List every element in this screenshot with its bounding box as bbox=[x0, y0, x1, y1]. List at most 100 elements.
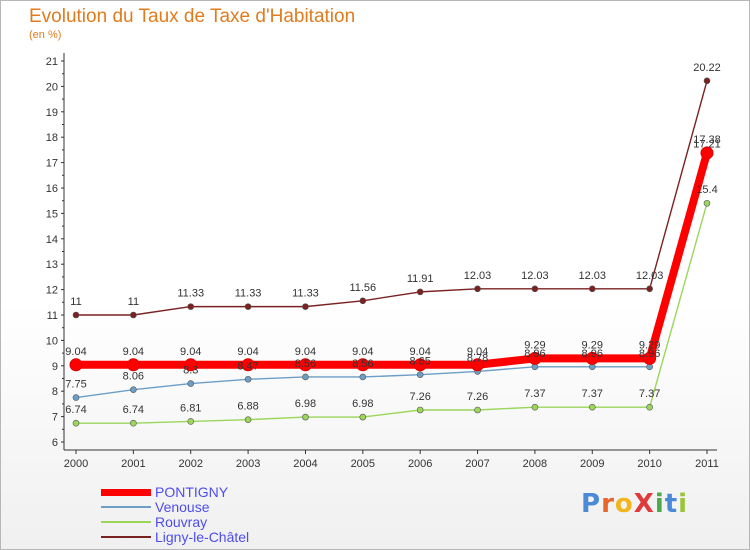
y-tick-label: 13 bbox=[46, 259, 58, 271]
x-tick-label: 2001 bbox=[121, 458, 145, 470]
series-layer bbox=[69, 77, 714, 427]
data-point bbox=[244, 375, 252, 383]
data-point bbox=[474, 285, 481, 293]
data-point bbox=[703, 77, 711, 85]
data-label: 15.4 bbox=[696, 184, 717, 196]
y-tick-label: 12 bbox=[46, 285, 58, 297]
data-point bbox=[356, 358, 370, 372]
series-line-rouvray bbox=[76, 203, 708, 424]
y-tick-label: 14 bbox=[46, 234, 58, 246]
data-point bbox=[126, 358, 140, 372]
data-label: 8.78 bbox=[467, 352, 488, 364]
y-tick-label: 19 bbox=[46, 107, 58, 119]
y-tick-label: 11 bbox=[47, 310, 58, 322]
x-tick-label: 2003 bbox=[236, 458, 260, 470]
data-label: 9.29 bbox=[582, 339, 603, 351]
data-point bbox=[130, 386, 137, 393]
x-tick-label: 2000 bbox=[64, 458, 88, 470]
series-line-ligny-le-ch-tel bbox=[76, 80, 708, 316]
data-label: 6.81 bbox=[180, 402, 201, 414]
data-point bbox=[69, 358, 83, 372]
data-point bbox=[416, 371, 424, 378]
y-tick-label: 9 bbox=[52, 361, 58, 373]
data-label: 11.91 bbox=[407, 273, 434, 285]
x-tick-label: 2007 bbox=[465, 458, 489, 470]
x-tick-label: 2004 bbox=[293, 458, 317, 470]
data-point bbox=[72, 419, 80, 427]
series-line-venouse bbox=[75, 157, 708, 399]
legend-label-venouse: Venouse bbox=[155, 499, 210, 515]
data-label: 8.96 bbox=[582, 348, 603, 360]
data-label: 9.04 bbox=[467, 346, 488, 358]
data-point bbox=[302, 303, 309, 310]
data-label: 7.37 bbox=[582, 388, 603, 400]
data-point bbox=[244, 416, 252, 423]
legend-label-ligny: Ligny-le-Châtel bbox=[155, 529, 250, 545]
data-labels-layer: 11 11 11.33 11.33 11.33 11.56 11.91 12.03 12.03 1… bbox=[65, 62, 720, 416]
data-label: 11.33 bbox=[235, 288, 262, 300]
legend-swatch-ligny bbox=[101, 536, 151, 538]
legend-swatch-venouse bbox=[101, 506, 151, 508]
data-point bbox=[643, 351, 657, 365]
data-point bbox=[130, 311, 137, 319]
legend-swatch-pontigny bbox=[101, 489, 151, 496]
data-label: 9.29 bbox=[524, 339, 545, 351]
data-label: 8.96 bbox=[524, 348, 545, 360]
x-tick-label: 2006 bbox=[408, 458, 432, 470]
data-point bbox=[646, 403, 653, 411]
data-point bbox=[474, 406, 481, 414]
data-point bbox=[588, 403, 596, 411]
data-label: 8.56 bbox=[352, 358, 373, 370]
data-label: 11.56 bbox=[349, 282, 376, 294]
data-point bbox=[585, 351, 599, 365]
data-point bbox=[359, 373, 367, 381]
data-point bbox=[588, 285, 596, 293]
y-tick-label: 17 bbox=[46, 158, 58, 170]
data-label: 8.06 bbox=[123, 371, 144, 383]
proxiti-logo: ProXiti bbox=[581, 489, 689, 519]
data-label: 9.04 bbox=[237, 346, 258, 358]
data-point bbox=[700, 146, 714, 160]
legend-label-rouvray: Rouvray bbox=[155, 514, 208, 530]
x-tick-label: 2009 bbox=[580, 458, 604, 470]
y-tick-label: 7 bbox=[52, 412, 58, 424]
y-tick-label: 15 bbox=[46, 208, 58, 220]
data-point bbox=[646, 285, 653, 293]
data-label: 9.04 bbox=[123, 346, 144, 358]
data-label: 17.21 bbox=[693, 138, 721, 150]
data-point bbox=[298, 358, 312, 372]
data-label: 8.3 bbox=[183, 365, 198, 377]
x-tick-label: 2010 bbox=[637, 458, 661, 470]
data-label: 9.29 bbox=[639, 339, 660, 351]
data-label: 9.04 bbox=[65, 346, 86, 358]
data-label: 6.98 bbox=[352, 398, 373, 410]
data-label: 9.04 bbox=[295, 346, 316, 358]
data-label: 8.96 bbox=[639, 348, 660, 360]
data-label: 6.88 bbox=[237, 401, 258, 413]
data-label: 7.37 bbox=[524, 388, 545, 400]
data-label: 6.74 bbox=[123, 404, 144, 416]
data-point bbox=[471, 358, 485, 372]
x-tick-label: 2002 bbox=[178, 458, 202, 470]
data-point bbox=[703, 199, 711, 207]
data-label: 7.37 bbox=[639, 388, 660, 400]
data-point bbox=[187, 303, 195, 310]
x-tick-label: 2011 bbox=[695, 458, 719, 470]
data-label: 8.47 bbox=[237, 360, 258, 372]
data-label: 11.33 bbox=[292, 288, 319, 300]
series-line-pontigny bbox=[76, 151, 711, 369]
data-label: 20.22 bbox=[693, 62, 721, 74]
data-label: 12.03 bbox=[521, 270, 549, 282]
data-point bbox=[359, 413, 367, 421]
legend-label-pontigny: PONTIGNY bbox=[155, 484, 229, 500]
data-label: 12.03 bbox=[464, 270, 492, 282]
y-tick-label: 6 bbox=[52, 437, 58, 449]
data-point bbox=[130, 419, 137, 427]
data-label: 8.65 bbox=[409, 356, 430, 368]
data-point bbox=[359, 297, 367, 305]
data-point bbox=[302, 373, 309, 381]
data-label: 11 bbox=[128, 296, 139, 308]
data-point bbox=[416, 288, 424, 296]
data-point bbox=[416, 406, 424, 414]
